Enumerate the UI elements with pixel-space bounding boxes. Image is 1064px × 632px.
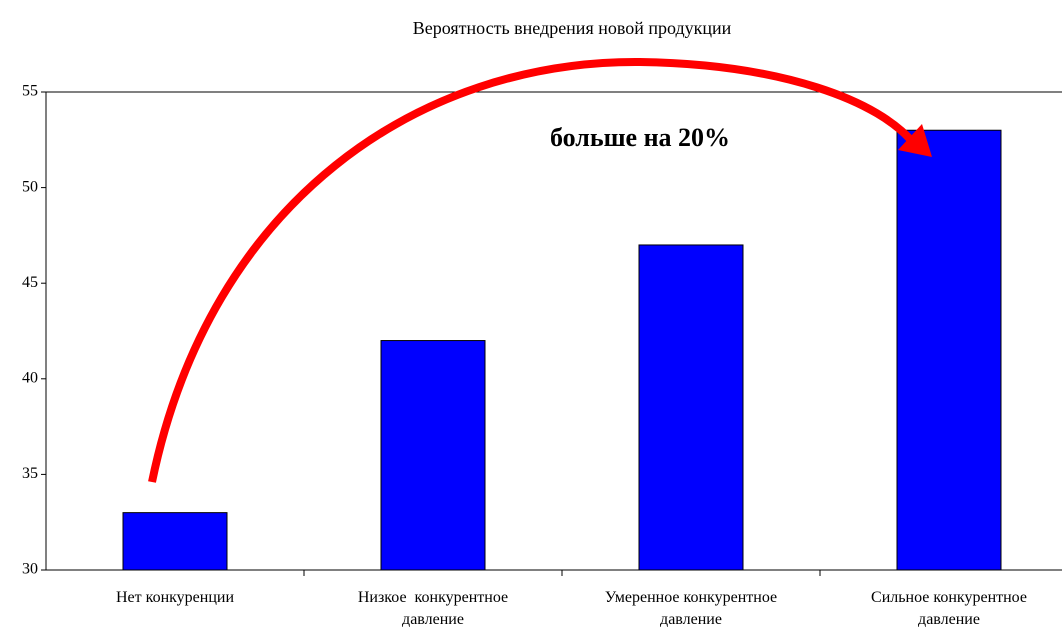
y-tick-label: 40 [22,369,38,386]
x-tick-label: Нет конкуренции [116,589,235,606]
y-tick-label: 55 [22,83,38,100]
x-tick-label: Сильное конкурентное давление [871,589,1027,628]
x-tick-label: Умеренное конкурентное давление [605,589,777,628]
arrow-head [898,124,932,157]
bar [380,340,486,571]
y-tick-label: 45 [22,274,38,291]
arrow-curve [148,57,919,483]
bar [638,244,744,571]
y-tick-label: 30 [22,561,38,578]
x-tick-label: Низкое конкурентное давление [358,589,508,628]
y-tick-label: 50 [22,178,38,195]
chart-title: Вероятность внедрения новой продукции [413,18,732,38]
bar [896,129,1002,571]
y-tick-label: 35 [22,465,38,482]
bar [122,512,228,571]
annotation: больше на 20% [550,123,730,152]
